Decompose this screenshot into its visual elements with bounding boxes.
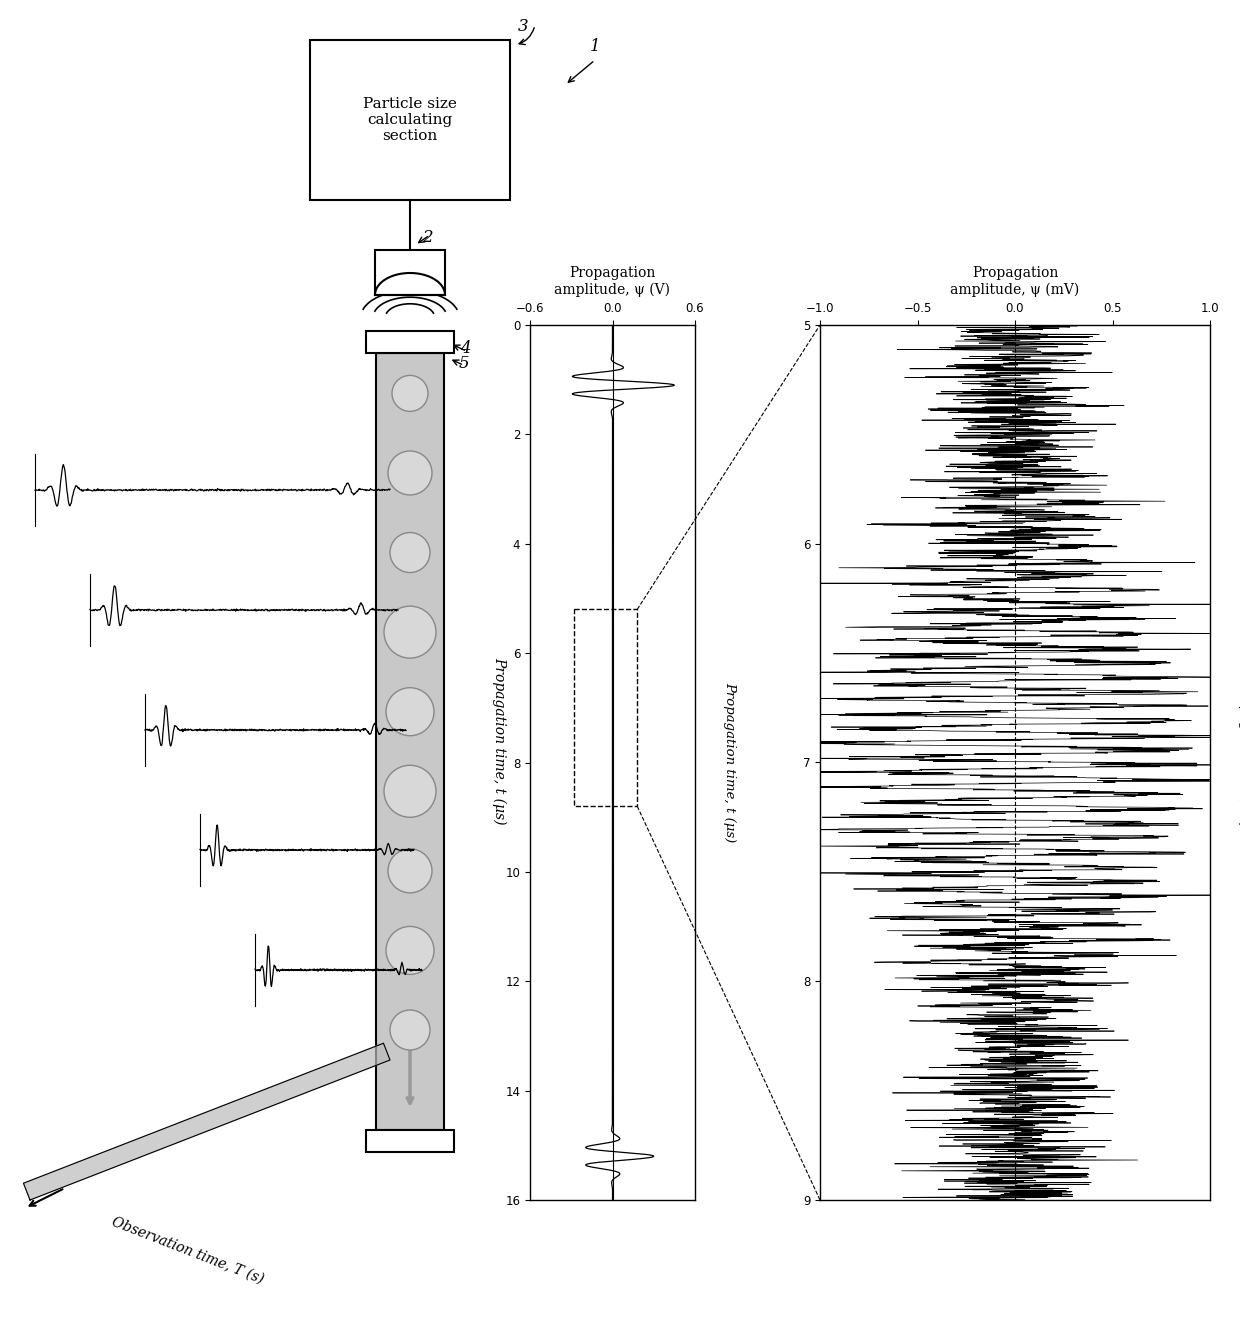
Circle shape — [384, 765, 436, 817]
Bar — [310, 40, 510, 200]
Title: Propagation
amplitude, ψ (V): Propagation amplitude, ψ (V) — [554, 266, 671, 297]
Circle shape — [391, 532, 430, 572]
Polygon shape — [24, 1044, 391, 1201]
Text: Observation time, T (s): Observation time, T (s) — [110, 1214, 265, 1286]
Circle shape — [384, 606, 436, 658]
Bar — [376, 354, 444, 1130]
Text: 1: 1 — [590, 39, 600, 55]
Circle shape — [392, 375, 428, 411]
Text: 2: 2 — [422, 229, 433, 246]
Polygon shape — [374, 273, 445, 295]
Bar — [374, 250, 445, 295]
Circle shape — [391, 1010, 430, 1050]
Bar — [366, 331, 454, 354]
Y-axis label: Propagation time, t (μs): Propagation time, t (μs) — [724, 683, 737, 843]
Circle shape — [386, 688, 434, 736]
Text: Propagation time, t (μs): Propagation time, t (μs) — [492, 658, 506, 825]
Text: Particle size
calculating
section: Particle size calculating section — [363, 97, 456, 144]
Circle shape — [388, 451, 432, 495]
Text: 5: 5 — [459, 355, 470, 371]
Title: Propagation
amplitude, ψ (mV): Propagation amplitude, ψ (mV) — [950, 266, 1080, 297]
Y-axis label: Propagation time, t (μs): Propagation time, t (μs) — [1239, 683, 1240, 843]
Circle shape — [388, 849, 432, 893]
Circle shape — [386, 926, 434, 974]
Text: 3: 3 — [518, 19, 528, 35]
Text: 4: 4 — [460, 339, 471, 357]
Bar — [574, 610, 637, 807]
Bar — [366, 1130, 454, 1153]
